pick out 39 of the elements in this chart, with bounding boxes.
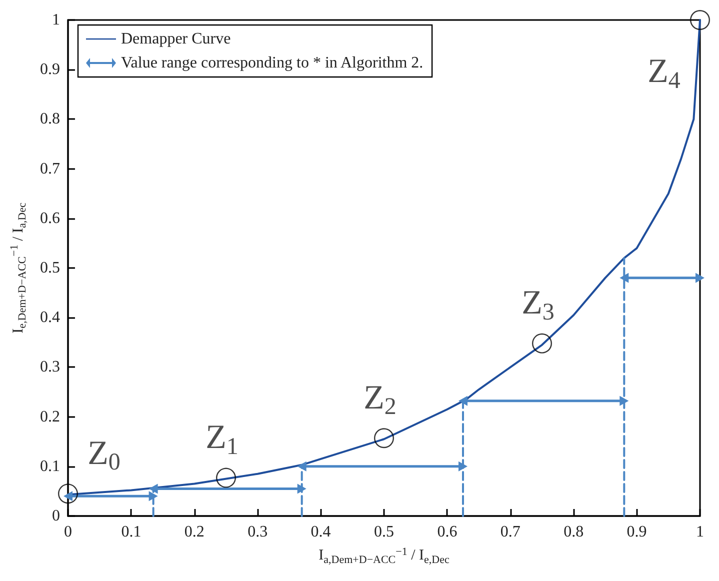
y-tick-label: 0.3 xyxy=(40,358,60,376)
point xyxy=(216,468,236,488)
legend-label: Value range corresponding to * in Algorithm 2. xyxy=(121,54,424,72)
y-tick-label: 0.7 xyxy=(40,160,60,178)
y-tick-label: 0.4 xyxy=(40,309,60,326)
point xyxy=(148,484,158,494)
x-tick-label: 0.2 xyxy=(184,524,204,540)
point xyxy=(374,428,394,448)
point xyxy=(532,333,552,354)
x-tick-label: 0 xyxy=(64,524,72,540)
y-tick-label: 0.2 xyxy=(40,408,60,426)
x-tick-label: 0.3 xyxy=(248,524,268,540)
x-tick-label: 0.1 xyxy=(121,524,142,540)
y-tick-label: 0.5 xyxy=(40,260,60,276)
point xyxy=(690,10,710,30)
point xyxy=(58,484,78,504)
x-tick-label: 0.9 xyxy=(626,524,647,540)
legend-label: Demapper Curve xyxy=(121,30,231,48)
y-tick-label: 0.9 xyxy=(40,61,60,78)
x-tick-label: 0.8 xyxy=(564,524,584,540)
x-tick-label: 0.5 xyxy=(374,524,394,540)
point xyxy=(696,272,704,283)
y-tick-label: 1 xyxy=(52,12,60,28)
point xyxy=(297,484,306,494)
point xyxy=(148,491,158,502)
x-tick-label: 1 xyxy=(696,524,704,540)
y-tick-label: 0.1 xyxy=(40,458,60,475)
y-tick-label: 0 xyxy=(52,508,60,524)
point xyxy=(458,461,468,472)
y-tick-label: 0.8 xyxy=(40,110,60,128)
y-axis-title: Ie,Dem+D−ACC−1 / Ia,Dec xyxy=(8,202,28,334)
point xyxy=(620,396,629,406)
point xyxy=(297,461,306,472)
point xyxy=(620,272,629,283)
x-tick-label: 0.4 xyxy=(310,524,331,540)
x-tick-label: 0.7 xyxy=(500,524,520,540)
point xyxy=(458,396,468,406)
x-tick-label: 0.6 xyxy=(437,524,458,540)
y-tick-label: 0.6 xyxy=(40,210,60,227)
